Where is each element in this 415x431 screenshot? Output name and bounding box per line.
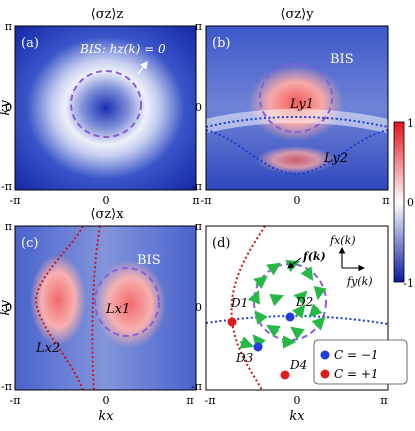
xlabel-left: kx bbox=[98, 409, 114, 424]
panel-b-frame bbox=[205, 25, 389, 191]
colorbar: 1 0 -1 bbox=[393, 117, 414, 290]
ytick-b-mid: 0 bbox=[195, 101, 202, 114]
local-axes bbox=[287, 246, 366, 272]
xtick-a-right: π bbox=[192, 194, 199, 207]
label-ly2: Ly2 bbox=[323, 151, 348, 166]
legend-marker-plus bbox=[320, 369, 330, 379]
xtick-b-left: -π bbox=[201, 194, 212, 207]
ytick-a-top: π bbox=[5, 20, 12, 33]
panel-b-bis-label: BIS bbox=[330, 52, 354, 67]
xtick-c-mid: 0 bbox=[103, 394, 110, 407]
xtick-c-left: -π bbox=[10, 394, 21, 407]
label-d3: D3 bbox=[235, 351, 254, 365]
ytick-c-bot: -π bbox=[1, 380, 12, 393]
ylabel-bottom: ky bbox=[0, 300, 13, 316]
bis-pointer-arrow bbox=[137, 60, 148, 75]
point-d4 bbox=[280, 370, 290, 380]
panel-b-red-lower bbox=[256, 146, 336, 174]
bis-contour-b bbox=[259, 63, 333, 133]
panel-b-tag: (b) bbox=[212, 36, 230, 51]
colorbar-gradient bbox=[393, 121, 405, 283]
legend-label-minus: C = −1 bbox=[334, 348, 379, 362]
label-d1: D1 bbox=[230, 296, 248, 310]
label-lx2: Lx2 bbox=[35, 341, 60, 356]
panel-c: ⟨σz⟩x (c) BIS Lx1 Lx2 bbox=[14, 207, 197, 391]
ytick-a-bot: -π bbox=[1, 180, 12, 193]
panel-a-tag: (a) bbox=[21, 36, 39, 51]
label-fy: fy(k) bbox=[346, 275, 373, 288]
ytick-d-mid: 0 bbox=[195, 301, 202, 314]
xlabel-right: kx bbox=[289, 409, 305, 424]
label-ly1: Ly1 bbox=[289, 97, 314, 112]
panel-d-frame bbox=[205, 225, 389, 391]
xtick-b-mid: 0 bbox=[294, 194, 301, 207]
panel-c-red-left bbox=[30, 254, 86, 346]
point-d3 bbox=[253, 342, 263, 352]
colorbar-tick-mid: 0 bbox=[407, 196, 414, 209]
xtick-b-right: π bbox=[382, 194, 389, 207]
ytick-b-top: π bbox=[195, 20, 202, 33]
panel-c-red-center bbox=[94, 260, 166, 348]
ytick-a-mid: 0 bbox=[5, 101, 12, 114]
legend-marker-minus bbox=[320, 350, 330, 360]
ytick-c-mid: 0 bbox=[5, 301, 12, 314]
panel-c-frame bbox=[14, 225, 197, 391]
xtick-d-left: -π bbox=[205, 394, 216, 407]
ylabel-top: ky bbox=[0, 100, 13, 116]
xtick-d-mid: 0 bbox=[294, 394, 301, 407]
line-lx1 bbox=[91, 225, 101, 391]
legend-box bbox=[313, 339, 408, 385]
panel-c-title: ⟨σz⟩x bbox=[90, 207, 124, 222]
panel-a-heatmap bbox=[15, 26, 196, 190]
xtick-d-right: π bbox=[380, 394, 387, 407]
panel-d-tag: (d) bbox=[212, 236, 230, 251]
ytick-c-top: π bbox=[5, 220, 12, 233]
ytick-d-top: π bbox=[195, 220, 202, 233]
panel-d: (d) f(k) fx(k) fy(k) D1 D2 D3 D4 C = −1 … bbox=[205, 225, 408, 391]
colorbar-tick-bot: -1 bbox=[403, 277, 414, 290]
ytick-d-bot: -π bbox=[191, 380, 202, 393]
axis-ticks: π 0 -π π 0 -π π 0 -π π 0 -π -π 0 π -π 0 … bbox=[1, 20, 390, 407]
label-lx1: Lx1 bbox=[105, 302, 130, 317]
colorbar-tick-top: 1 bbox=[407, 117, 414, 130]
line-ly1 bbox=[205, 115, 389, 128]
line-lx2 bbox=[34, 225, 84, 391]
panel-a-frame bbox=[14, 25, 197, 191]
panel-b: ⟨σz⟩y (b) BIS Ly1 Ly2 bbox=[204, 7, 390, 191]
panel-b-title: ⟨σz⟩y bbox=[280, 7, 314, 22]
panel-a-title: ⟨σz⟩z bbox=[91, 7, 124, 22]
panel-a-bis-label: BIS: hz(k) = 0 bbox=[79, 42, 166, 56]
point-d2 bbox=[285, 312, 295, 322]
legend-label-plus: C = +1 bbox=[334, 367, 379, 381]
ytick-b-bot: -π bbox=[191, 180, 202, 193]
panel-c-bis-label: BIS bbox=[137, 253, 161, 268]
label-f: f(k) bbox=[302, 250, 326, 263]
label-d4: D4 bbox=[289, 358, 307, 372]
panel-c-tag: (c) bbox=[21, 236, 38, 251]
xtick-a-left: -π bbox=[10, 194, 21, 207]
line-ly2 bbox=[205, 129, 389, 176]
xtick-a-mid: 0 bbox=[103, 194, 110, 207]
label-d2: D2 bbox=[295, 295, 313, 309]
label-fx: fx(k) bbox=[329, 234, 356, 247]
point-d1 bbox=[227, 317, 237, 327]
xtick-c-right: π bbox=[186, 394, 193, 407]
bis-contour-a bbox=[70, 70, 142, 138]
bis-contour-c bbox=[94, 267, 160, 337]
panel-a: ⟨σz⟩z (a) BIS: hz(k) = 0 bbox=[14, 7, 197, 191]
legend: C = −1 C = +1 bbox=[313, 339, 408, 385]
